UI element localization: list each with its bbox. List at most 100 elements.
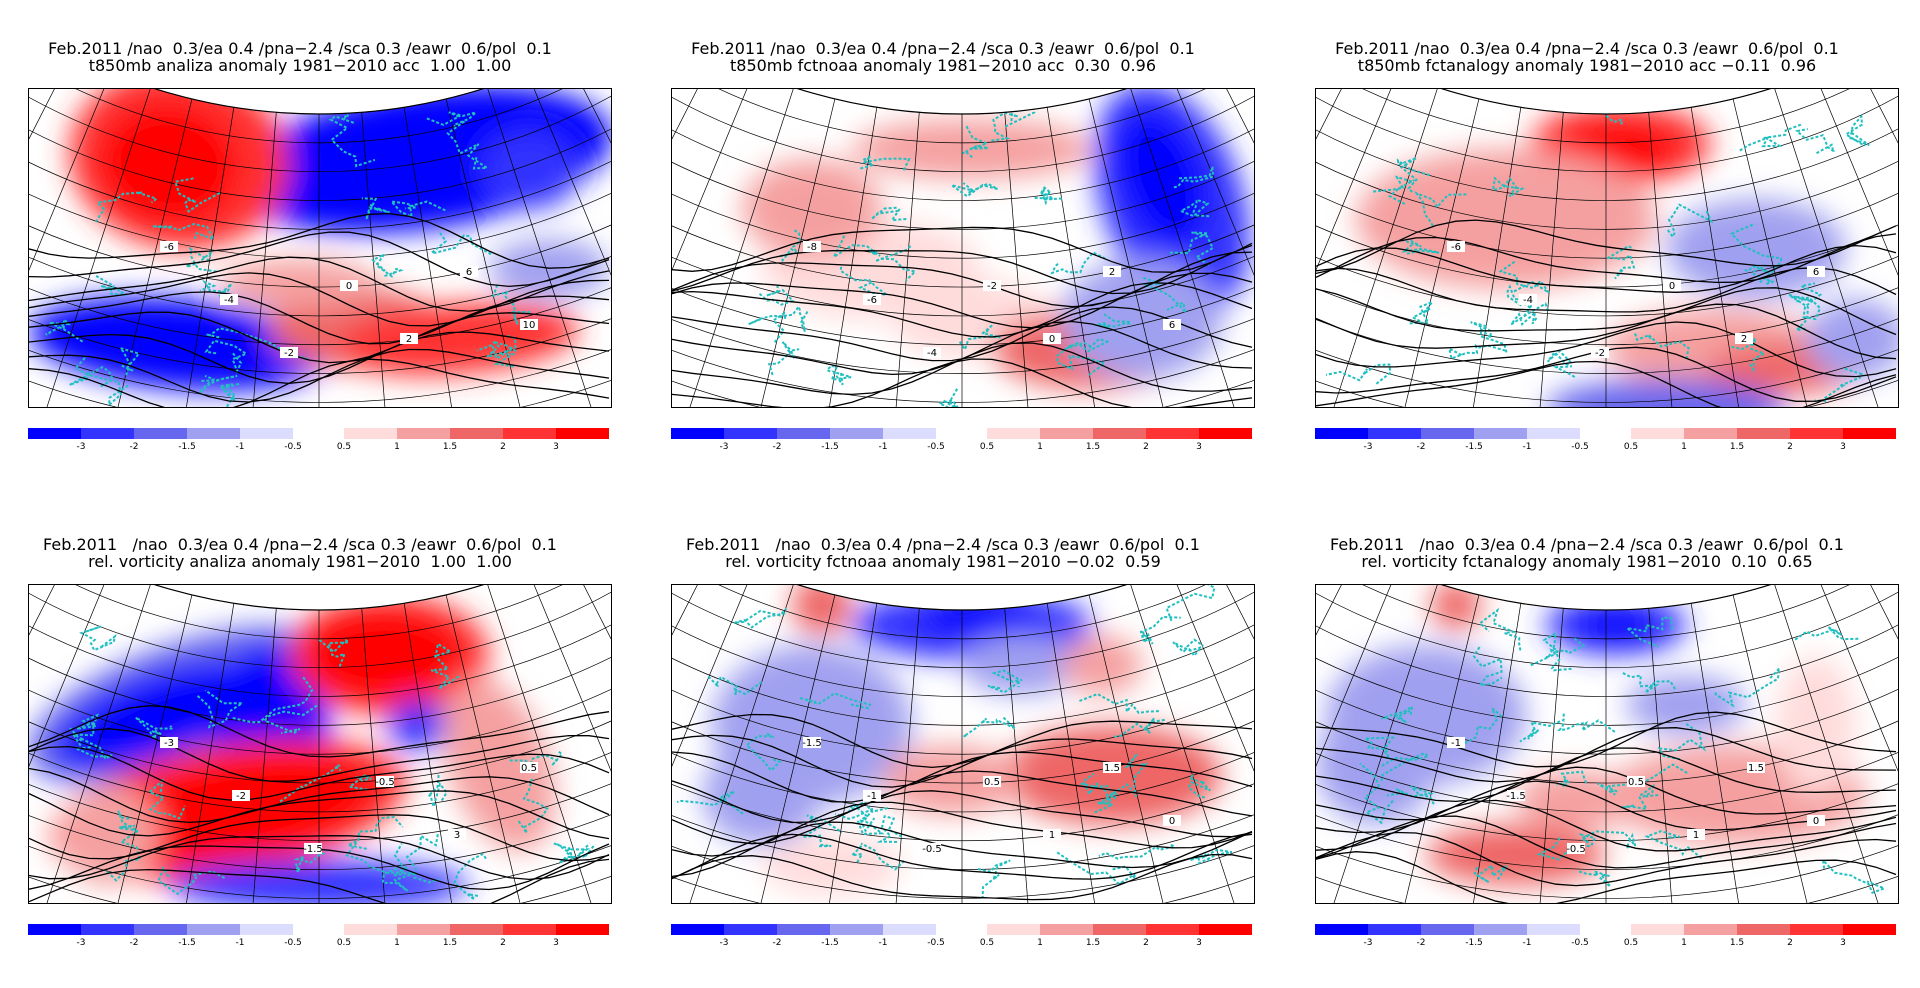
contour-label: 1: [1693, 830, 1699, 841]
colorbar-swatch: [1093, 428, 1146, 439]
colorbar: -3 -2 -1.5 -1 -0.5 0.5 1 1.5 2 3: [28, 924, 614, 954]
colorbar-tick-label: -2: [129, 938, 139, 948]
colorbar-swatch: [81, 924, 134, 935]
contour-label: 0: [1813, 816, 1819, 827]
colorbar-swatch: [344, 924, 397, 935]
anomaly-map: -6 -4 -2 0 2 6 10: [28, 88, 612, 408]
contour-label: 0.5: [521, 763, 537, 774]
panel-title-line1: Feb.2011 /nao 0.3/ea 0.4 /pna−2.4 /sca 0…: [43, 535, 557, 554]
colorbar-tick-label: -2: [129, 442, 139, 452]
colorbar-tick-label: -3: [1363, 442, 1373, 452]
colorbar-swatch: [1843, 924, 1896, 935]
contour-label: 3: [454, 830, 460, 841]
colorbar-swatch: [1631, 924, 1684, 935]
colorbar-tick-label: -0.5: [284, 938, 302, 948]
contour-label: -2: [236, 791, 246, 802]
panel-title-line1: Feb.2011 /nao 0.3/ea 0.4 /pna−2.4 /sca 0…: [686, 535, 1200, 554]
colorbar-tick-label: -2: [772, 442, 782, 452]
coastlines: [1359, 607, 1887, 894]
colorbar-swatch: [1737, 924, 1790, 935]
contour-labels: -3 -2 -1.5 -0.5 3 0.5: [160, 737, 538, 855]
colorbar-swatch: [1093, 924, 1146, 935]
colorbar-tick-label: -3: [719, 938, 729, 948]
graticule: [29, 585, 611, 903]
contour-label: 0: [346, 281, 352, 292]
colorbar-tick-label: 1.5: [1085, 442, 1101, 452]
contour-label: -6: [1451, 242, 1461, 253]
colorbar-swatch: [134, 428, 187, 439]
colorbar-swatch: [1474, 428, 1527, 439]
colorbar-swatch: [1368, 428, 1421, 439]
anomaly-map: -1.5 -1 -0.5 0.5 1 1.5 0: [671, 584, 1255, 904]
colorbar-swatch: [1146, 428, 1199, 439]
contours: [672, 713, 1253, 901]
colorbar-swatch: [987, 924, 1040, 935]
colorbar-swatch: [397, 924, 450, 935]
colorbar-swatch: [883, 924, 936, 935]
colorbar-tick-label: 3: [1840, 938, 1846, 948]
contour-label: -8: [807, 242, 817, 253]
map-sector: -6 -4 -2 0 2 6 10: [29, 89, 611, 407]
contour-label: -4: [1523, 295, 1533, 306]
colorbar-tick-label: -1.5: [821, 938, 839, 948]
colorbar-tick-label: 3: [1196, 442, 1202, 452]
panel-title-line2: t850mb fctanalogy anomaly 1981−2010 acc …: [1357, 56, 1817, 75]
panel-title-line2: t850mb analiza anomaly 1981−2010 acc 1.0…: [88, 56, 512, 75]
contour-label: 0.5: [984, 777, 1000, 788]
colorbar-tick-label: 1: [1681, 442, 1687, 452]
colorbar-swatch: [1040, 428, 1093, 439]
contour-labels: -6 -4 -2 0 2 6: [1447, 241, 1825, 359]
colorbar-tick-label: -3: [76, 442, 86, 452]
coastlines: [748, 89, 1215, 407]
colorbar-tick-label: 3: [553, 442, 559, 452]
colorbar-swatch: [28, 428, 81, 439]
map-svg: -1 -1.5 -0.5 0.5 1 1.5 0: [1316, 585, 1898, 903]
colorbar-swatch: [397, 428, 450, 439]
contour-label: 1.5: [1104, 763, 1120, 774]
anomaly-map: -6 -4 -2 0 2 6: [1315, 88, 1899, 408]
contour-label: 1: [1049, 830, 1055, 841]
colorbar-tick-label: -2: [1416, 938, 1426, 948]
colorbar-tick-label: 2: [500, 938, 506, 948]
colorbar-swatch: [1199, 924, 1252, 935]
contour-label: 6: [1169, 320, 1175, 331]
panel-vorticity-fctanalogy: Feb.2011 /nao 0.3/ea 0.4 /pna−2.4 /sca 0…: [1287, 536, 1899, 966]
colorbar-tick-label: 1.5: [442, 938, 458, 948]
colorbar-tick-label: -1.5: [178, 938, 196, 948]
colorbar-tick-label: 1: [394, 442, 400, 452]
contour-label: -0.5: [375, 777, 395, 788]
contour-label: 2: [1109, 267, 1115, 278]
colorbar: -3 -2 -1.5 -1 -0.5 0.5 1 1.5 2 3: [671, 924, 1257, 954]
coastlines: [1325, 89, 1870, 402]
colorbar-tick-label: 1: [1681, 938, 1687, 948]
anomaly-map: -3 -2 -1.5 -0.5 3 0.5: [28, 584, 612, 904]
colorbar-tick-label: 1: [1037, 442, 1043, 452]
colorbar-swatch: [1737, 428, 1790, 439]
colorbar-swatch: [671, 428, 724, 439]
colorbar-tick-label: 2: [1143, 938, 1149, 948]
colorbar-swatch: [1843, 428, 1896, 439]
colorbar-tick-label: -1.5: [1465, 938, 1483, 948]
colorbar-swatch: [556, 428, 609, 439]
colorbar-tick-label: 0.5: [979, 442, 995, 452]
map-sector: -1.5 -1 -0.5 0.5 1 1.5 0: [672, 585, 1254, 903]
colorbar-swatch: [1315, 924, 1368, 935]
colorbar-swatch: [240, 924, 293, 935]
coastlines: [69, 625, 596, 901]
colorbar-swatch: [1790, 924, 1843, 935]
colorbar-tick-label: -3: [76, 938, 86, 948]
colorbar-swatch: [1631, 428, 1684, 439]
graticule: [1316, 89, 1898, 407]
contours: [1316, 711, 1897, 903]
contour-label: 0: [1669, 281, 1675, 292]
panel-title-line2: rel. vorticity fctnoaa anomaly 1981−2010…: [725, 552, 1161, 571]
panel-vorticity-analiza: Feb.2011 /nao 0.3/ea 0.4 /pna−2.4 /sca 0…: [0, 535, 612, 966]
panel-title-line2: rel. vorticity analiza anomaly 1981−2010…: [88, 552, 512, 571]
colorbar-swatch: [987, 428, 1040, 439]
contour-label: -0.5: [1566, 844, 1586, 855]
contour-label: -1.5: [802, 738, 822, 749]
colorbar-swatch: [1040, 924, 1093, 935]
colorbar-tick-label: 0.5: [979, 938, 995, 948]
colorbar-tick-label: 3: [1840, 442, 1846, 452]
colorbar: -3 -2 -1.5 -1 -0.5 0.5 1 1.5 2 3: [28, 428, 614, 458]
